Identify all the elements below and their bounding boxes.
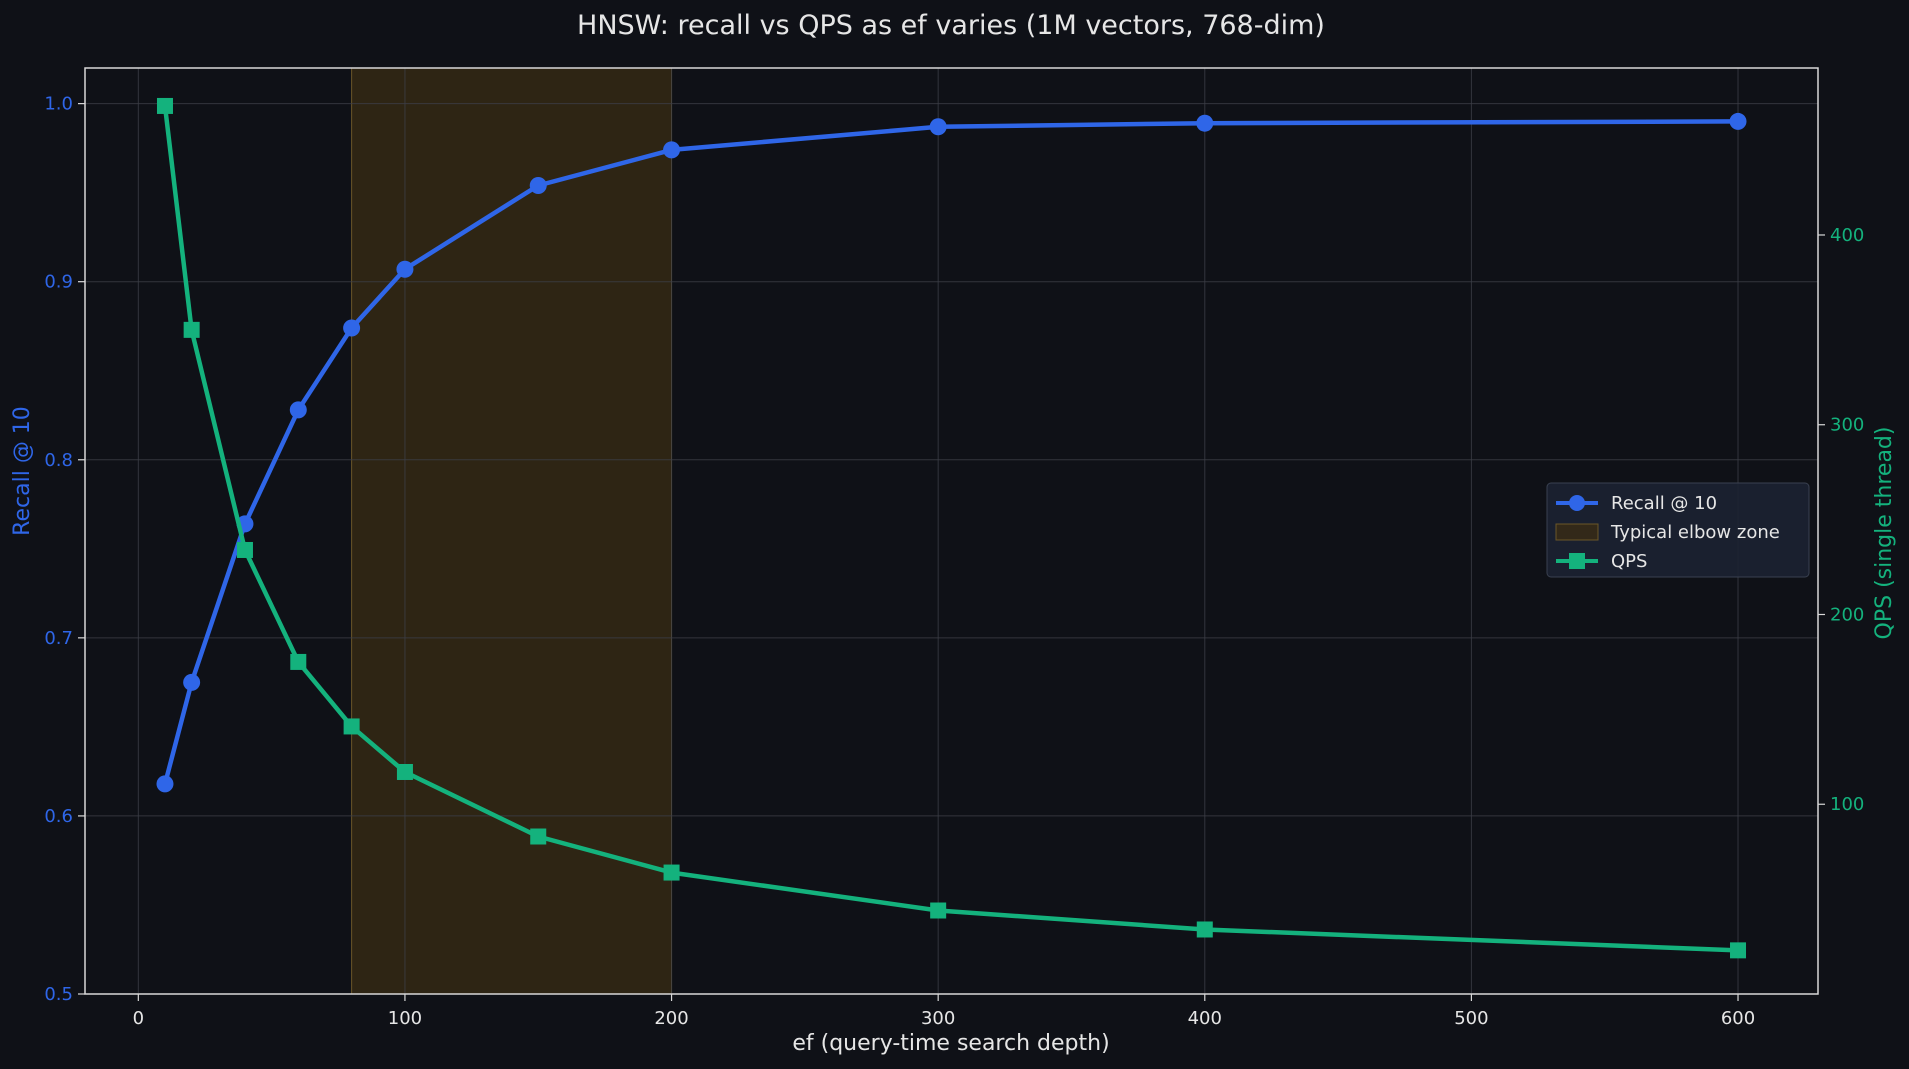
legend-recall-marker (1569, 495, 1585, 511)
legend-recall-label: Recall @ 10 (1611, 493, 1717, 514)
legend-box (1546, 482, 1810, 578)
y-axis-left-label: Recall @ 10 (10, 406, 35, 536)
elbow-zone-layer (351, 67, 673, 995)
x-tick-label: 100 (388, 1008, 422, 1029)
legend: Recall @ 10 Typical elbow zone QPS (1546, 482, 1810, 578)
qps-point (183, 321, 200, 338)
qps-point (290, 653, 307, 670)
legend-qps-label: QPS (1611, 551, 1647, 572)
qps-point (1196, 921, 1213, 938)
x-tick-label: 500 (1454, 1008, 1488, 1029)
recall-point (183, 673, 201, 691)
qps-point (343, 718, 360, 735)
y-left-tick-label: 0.6 (44, 806, 73, 827)
qps-point (930, 902, 947, 919)
recall-point (929, 118, 947, 136)
y-right-tick-label: 100 (1830, 794, 1864, 815)
elbow-zone (351, 67, 673, 995)
x-axis-label: ef (query-time search depth) (792, 1031, 1109, 1056)
recall-point (1196, 114, 1214, 132)
y-left-tick-label: 0.8 (44, 450, 73, 471)
recall-point (396, 260, 414, 278)
series-layer (156, 97, 1747, 959)
y-left-tick-label: 0.5 (44, 984, 73, 1005)
chart-title: HNSW: recall vs QPS as ef varies (1M vec… (577, 10, 1325, 41)
qps-point (236, 541, 253, 558)
recall-point (663, 141, 681, 159)
y-right-tick-label: 200 (1830, 604, 1864, 625)
qps-point (530, 828, 547, 845)
legend-elbow-swatch (1555, 523, 1599, 541)
recall-point (529, 177, 547, 195)
plot-frame (84, 67, 1819, 995)
y-axis-right-label: QPS (single thread) (1872, 427, 1897, 640)
plot-frame-layer (84, 67, 1819, 995)
recall-point (289, 401, 307, 419)
y-left-tick-label: 1.0 (44, 94, 73, 115)
recall-point (343, 319, 361, 337)
y-right-tick-label: 400 (1830, 225, 1864, 246)
qps-point (396, 763, 413, 780)
x-tick-label: 0 (133, 1008, 144, 1029)
y-left-tick-label: 0.9 (44, 272, 73, 293)
tick-layer: 0 100 200 300 400 500 600 0.5 0.6 0.7 0.8 0.9 1.0 100… (44, 94, 1864, 1029)
y-left-tick-label: 0.7 (44, 628, 73, 649)
qps-point (663, 864, 680, 881)
legend-elbow-label: Typical elbow zone (1610, 522, 1780, 543)
recall-point (1729, 112, 1747, 130)
recall-point (156, 775, 174, 793)
x-tick-label: 400 (1188, 1008, 1222, 1029)
x-tick-label: 600 (1721, 1008, 1755, 1029)
legend-qps-marker (1569, 553, 1585, 569)
qps-point (1730, 942, 1747, 959)
qps-point (156, 97, 173, 114)
x-tick-label: 300 (921, 1008, 955, 1029)
y-right-tick-label: 300 (1830, 415, 1864, 436)
x-tick-label: 200 (654, 1008, 688, 1029)
